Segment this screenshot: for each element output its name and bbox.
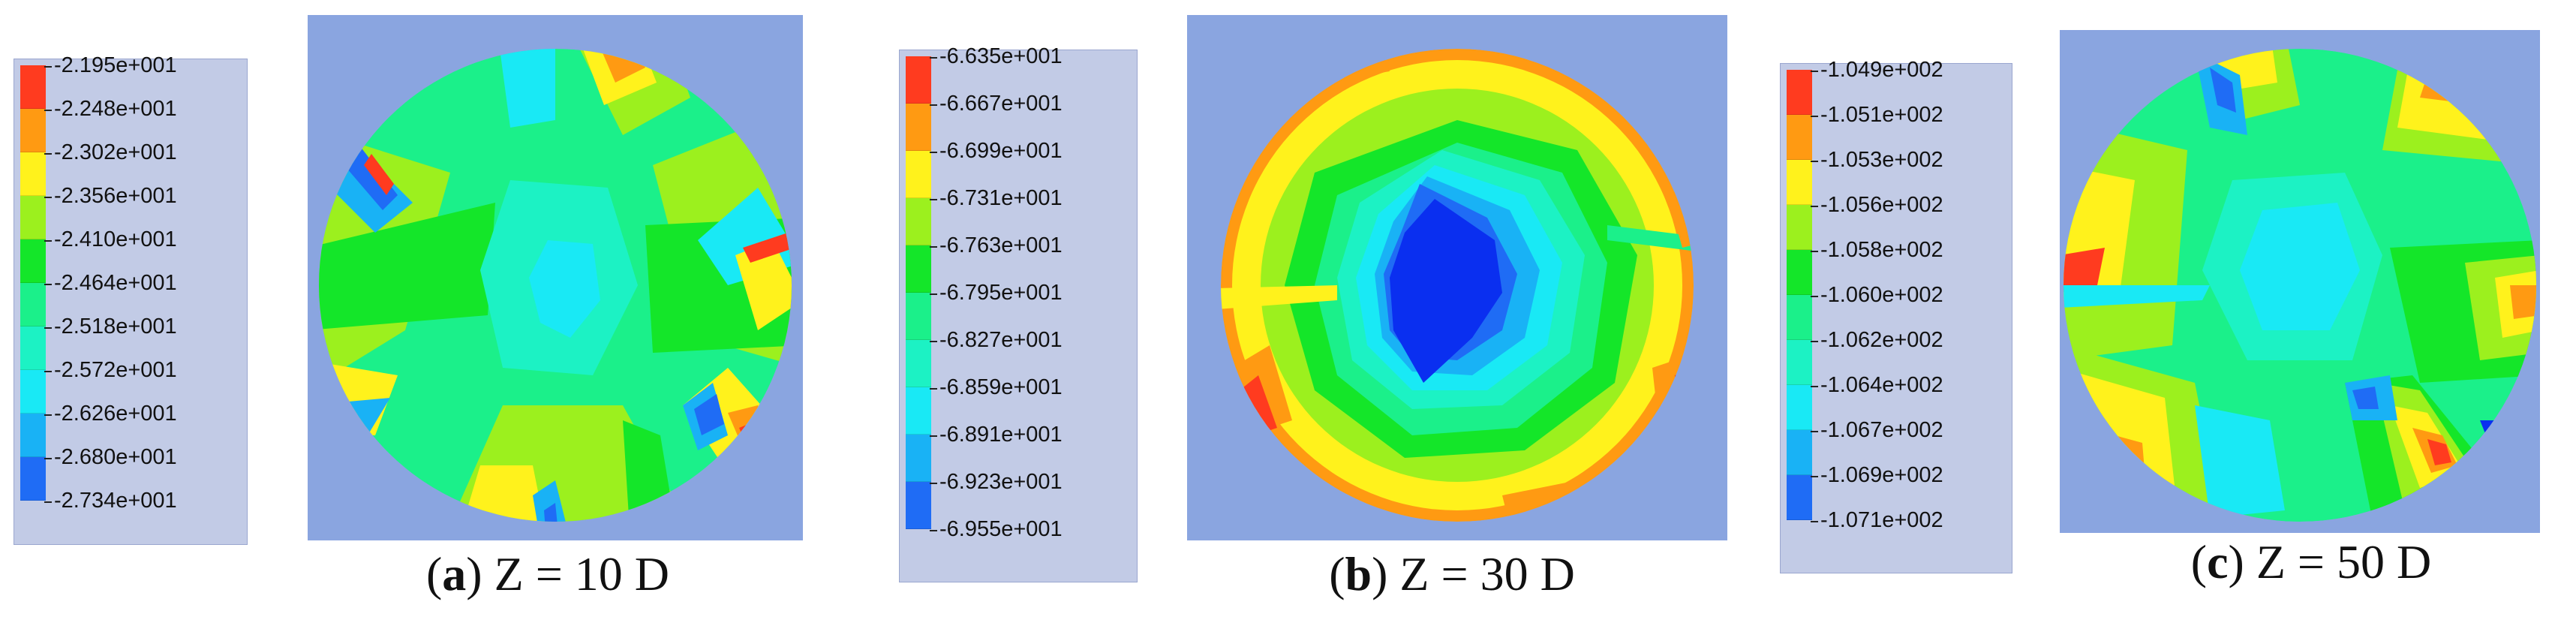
legend-swatch [20,283,46,327]
legend-tick-label: -6.731e+001 [930,186,1063,210]
legend-swatch [906,151,931,198]
legend-swatch [1787,250,1812,295]
caption-b: (b) Z = 30 D [1329,547,1575,600]
contour-plot-b [1187,15,1727,540]
legend-tick-label: -2.464e+001 [44,271,177,295]
legend-swatch [20,370,46,414]
legend-tick-label: -6.955e+001 [930,517,1063,541]
legend-swatch [1787,475,1812,520]
legend-tick-label: -6.891e+001 [930,423,1063,447]
legend-swatch [906,482,931,529]
legend-swatch [906,340,931,387]
legend-tick-label: -1.060e+002 [1811,283,1943,307]
legend-c: -1.049e+002 -1.051e+002 -1.053e+002 -1.056e… [1780,59,2012,573]
legend-a: -2.195e+001 -2.248e+001 -2.302e+001 -2.356e… [14,55,248,545]
legend-tick-label: -1.069e+002 [1811,463,1943,487]
legend-swatch [1787,115,1812,160]
legend-tick-label: -1.058e+002 [1811,238,1943,262]
legend-tick-label: -1.056e+002 [1811,193,1943,217]
colorbar-a [20,65,46,501]
legend-tick-label: -1.053e+002 [1811,148,1943,172]
legend-tick-label: -1.062e+002 [1811,328,1943,352]
legend-swatch [1787,160,1812,205]
colorbar-c [1787,70,1812,520]
legend-tick-label: -1.067e+002 [1811,418,1943,442]
legend-swatch [20,457,46,501]
legend-swatch [20,196,46,239]
legend-tick-label: -2.572e+001 [44,358,177,382]
legend-swatch [906,435,931,482]
legend-tick-label: -2.195e+001 [44,53,177,77]
legend-swatch [1787,70,1812,115]
legend-tick-label: -2.734e+001 [44,489,177,513]
legend-tick-label: -2.680e+001 [44,445,177,469]
legend-swatch [906,198,931,245]
legend-tick-label: -2.356e+001 [44,184,177,208]
legend-swatch [20,239,46,283]
legend-tick-label: -6.827e+001 [930,328,1063,352]
legend-tick-label: -6.859e+001 [930,375,1063,399]
legend-tick-label: -6.795e+001 [930,281,1063,305]
legend-swatch [1787,205,1812,250]
legend-swatch [1787,295,1812,340]
legend-swatch [1787,430,1812,475]
legend-b: -6.635e+001 -6.667e+001 -6.699e+001 -6.731e… [899,46,1138,582]
legend-tick-label: -6.667e+001 [930,92,1063,116]
legend-tick-label: -6.763e+001 [930,233,1063,257]
caption-c: (c) Z = 50 D [2190,535,2432,588]
legend-swatch [906,56,931,104]
legend-tick-label: -1.049e+002 [1811,58,1943,82]
legend-swatch [1787,340,1812,385]
legend-tick-label: -2.302e+001 [44,140,177,164]
legend-tick-label: -2.626e+001 [44,402,177,426]
legend-swatch [906,245,931,293]
colorbar-b [906,56,931,529]
legend-swatch [906,387,931,435]
caption-a: (a) Z = 10 D [425,547,670,600]
legend-swatch [20,65,46,109]
legend-swatch [906,104,931,151]
legend-swatch [20,327,46,370]
legend-tick-label: -1.071e+002 [1811,508,1943,532]
legend-tick-label: -6.699e+001 [930,139,1063,163]
legend-tick-label: -6.923e+001 [930,470,1063,494]
legend-tick-label: -1.064e+002 [1811,373,1943,397]
legend-tick-label: -6.635e+001 [930,44,1063,68]
legend-swatch [20,414,46,457]
contour-plot-c [2060,30,2540,533]
legend-tick-label: -2.518e+001 [44,314,177,339]
contour-plot-a [308,15,803,540]
legend-tick-label: -1.051e+002 [1811,103,1943,127]
legend-tick-label: -2.248e+001 [44,97,177,121]
legend-tick-label: -2.410e+001 [44,227,177,251]
legend-swatch [20,152,46,196]
legend-swatch [20,109,46,152]
legend-swatch [1787,385,1812,430]
legend-swatch [906,293,931,340]
